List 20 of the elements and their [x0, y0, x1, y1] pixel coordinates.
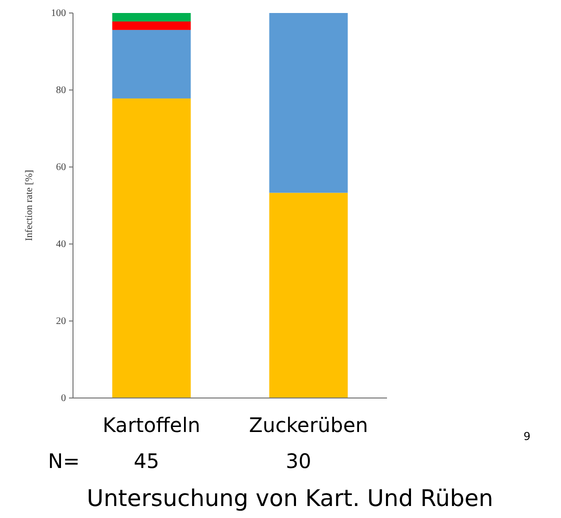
bar	[112, 13, 191, 22]
y-tick-label: 100	[51, 8, 66, 20]
y-tick-label: 40	[56, 239, 66, 250]
y-tick-label: 80	[56, 85, 66, 96]
text: Untersuchung von Kart. Und Rüben	[86, 486, 494, 512]
bar	[112, 98, 191, 398]
bar	[112, 30, 191, 98]
x-tick-label: Zuckerüben	[248, 413, 368, 437]
y-tick-label: 0	[61, 393, 66, 404]
y-tick-label: 20	[56, 316, 66, 328]
text: 9	[524, 430, 530, 443]
text: 45	[134, 449, 160, 473]
bar	[112, 21, 191, 30]
y-tick-label: 60	[56, 162, 66, 174]
bar	[269, 192, 348, 398]
bar	[269, 13, 348, 193]
text: 30	[286, 449, 312, 473]
y-axis-title: Infection rate [%]	[24, 170, 35, 242]
text: N=	[48, 449, 80, 473]
x-tick-label: Kartoffeln	[102, 413, 200, 437]
